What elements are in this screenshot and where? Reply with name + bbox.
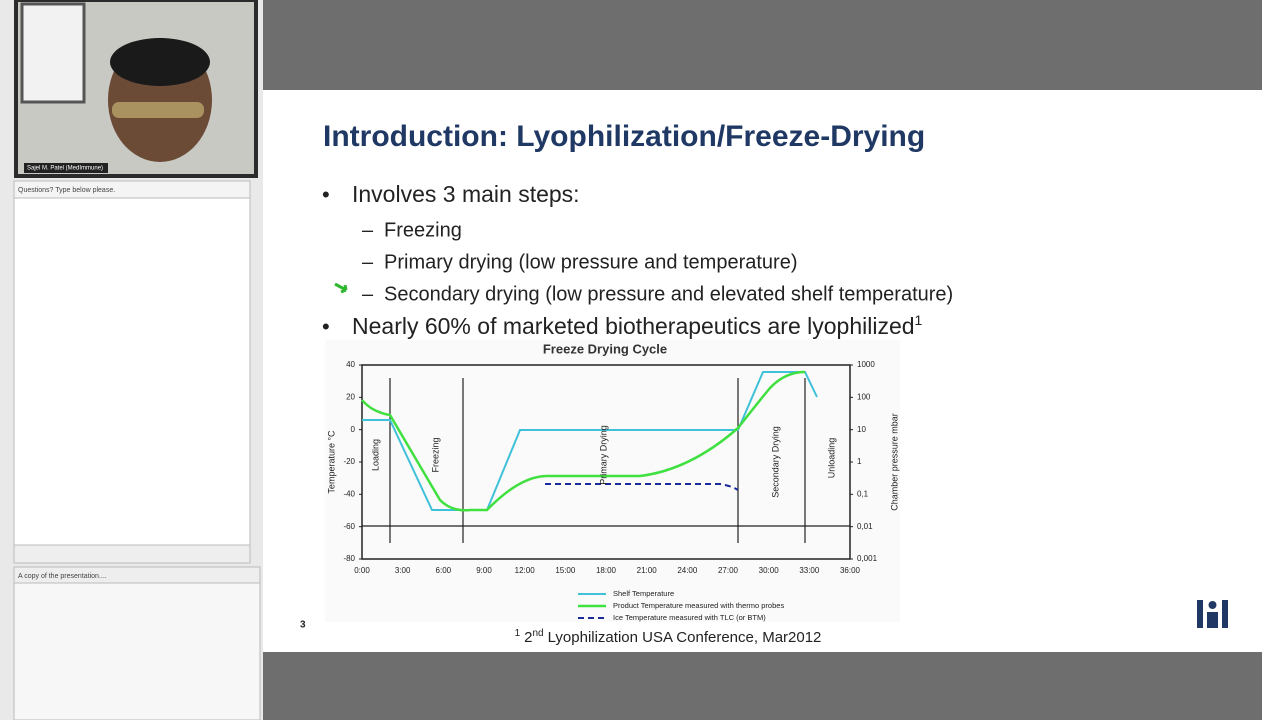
y2-tick-label: 0,1: [857, 489, 869, 498]
superscript: 1: [515, 628, 521, 639]
bullet: Nearly 60% of marketed biotherapeutics a…: [352, 312, 923, 339]
y2-tick-label: 100: [857, 392, 871, 401]
y2-tick-label: 10: [857, 425, 866, 434]
y-tick-label: 0: [351, 425, 356, 434]
phase-dividers: [362, 378, 850, 543]
product-curve: [361, 370, 806, 512]
x-tick-label: 18:00: [596, 566, 617, 575]
logo: [1197, 600, 1228, 628]
phase-label: Loading: [370, 439, 380, 471]
x-tick-label: 15:00: [555, 566, 576, 575]
y-tick-label: 40: [346, 360, 355, 369]
video-glasses: [112, 102, 204, 118]
footnote-text: Lyophilization USA Conference, Mar2012: [548, 629, 822, 646]
y-tick-label: -60: [343, 522, 355, 531]
x-tick-label: 27:00: [718, 566, 739, 575]
y-tick-label: 20: [346, 392, 355, 401]
handout-panel: [13, 566, 261, 721]
video-picture: [20, 2, 86, 104]
handout-label[interactable]: A copy of the presentation....: [18, 573, 107, 580]
slide-title: Introduction: Lyophilization/Freeze-Dryi…: [323, 120, 925, 153]
shelf-curve: [362, 371, 818, 511]
page-number: 3: [300, 620, 306, 631]
x-tick-label: 0:00: [354, 566, 370, 575]
x-tick-label: 3:00: [395, 566, 411, 575]
figure: Freeze Drying Cycle Temperature °C Chamb…: [325, 340, 900, 622]
y-tick-label: -80: [343, 554, 355, 563]
handout-header: [13, 566, 261, 584]
y2-tick-label: 1: [857, 457, 862, 466]
phase-label: Unloading: [826, 438, 836, 479]
sub-bullet: Secondary drying (low pressure and eleva…: [384, 283, 953, 305]
slide-bottom-band: [263, 652, 1262, 720]
sub-dash: –: [362, 251, 374, 273]
footnote: 1 2nd Lyophilization USA Conference, Mar20…: [515, 628, 822, 646]
phase-label: Freezing: [430, 437, 440, 472]
figure-bg: [325, 340, 900, 622]
questions-header: [13, 180, 251, 199]
ordinal: 2: [524, 629, 532, 646]
y-tick-label: -20: [343, 457, 355, 466]
video-hair: [110, 38, 210, 86]
sub-bullet: Primary drying (low pressure and tempera…: [384, 251, 798, 273]
y2-tick-label: 0,001: [857, 554, 878, 563]
phase-label: Primary Drying: [598, 425, 608, 485]
y2-tick-label: 1000: [857, 360, 875, 369]
questions-input[interactable]: [13, 544, 251, 564]
superscript: nd: [533, 628, 544, 639]
bullet-dot: •: [322, 182, 330, 207]
bullet-text: Nearly 60% of marketed biotherapeutics a…: [352, 313, 915, 339]
legend-label: Product Temperature measured with thermo…: [613, 601, 784, 610]
pointer: [334, 282, 348, 294]
x-tick-label: 21:00: [637, 566, 658, 575]
y-label: Temperature °C: [326, 430, 336, 494]
x-tick-label: 24:00: [677, 566, 698, 575]
x-tick-label: 36:00: [840, 566, 861, 575]
superscript: 1: [915, 312, 923, 328]
caption-box: [24, 163, 108, 173]
bullet-dot: •: [322, 314, 330, 339]
slide-top-band: [263, 0, 1262, 90]
right-margin: [1262, 0, 1280, 720]
x-tick-label: 12:00: [515, 566, 536, 575]
questions-panel[interactable]: [13, 180, 251, 564]
logo-dot: [1208, 601, 1217, 609]
ice-curve: [545, 483, 739, 491]
logo-bar: [1222, 600, 1228, 628]
phase-label: Secondary Drying: [770, 426, 780, 498]
questions-label: Questions? Type below please.: [18, 187, 115, 194]
y-tick-label: -40: [343, 489, 355, 498]
logo-bar: [1207, 612, 1218, 628]
sub-bullet: Freezing: [384, 219, 462, 241]
legend-label: Shelf Temperature: [613, 589, 674, 598]
video-caption: Sajel M. Patel (MedImmune): [27, 166, 103, 172]
y2-tick-label: 0,01: [857, 522, 873, 531]
x-tick-label: 9:00: [476, 566, 492, 575]
x-tick-label: 6:00: [436, 566, 452, 575]
logo-bar: [1197, 600, 1203, 628]
sub-dash: –: [362, 283, 374, 305]
x-tick-label: 33:00: [799, 566, 820, 575]
bullet: Involves 3 main steps:: [352, 181, 580, 207]
sub-dash: –: [362, 219, 374, 241]
y2-label: Chamber pressure mbar: [889, 413, 899, 511]
x-tick-label: 30:00: [759, 566, 780, 575]
legend-label: Ice Temperature measured with TLC (or BT…: [613, 613, 766, 622]
figure-title: Freeze Drying Cycle: [543, 341, 667, 356]
